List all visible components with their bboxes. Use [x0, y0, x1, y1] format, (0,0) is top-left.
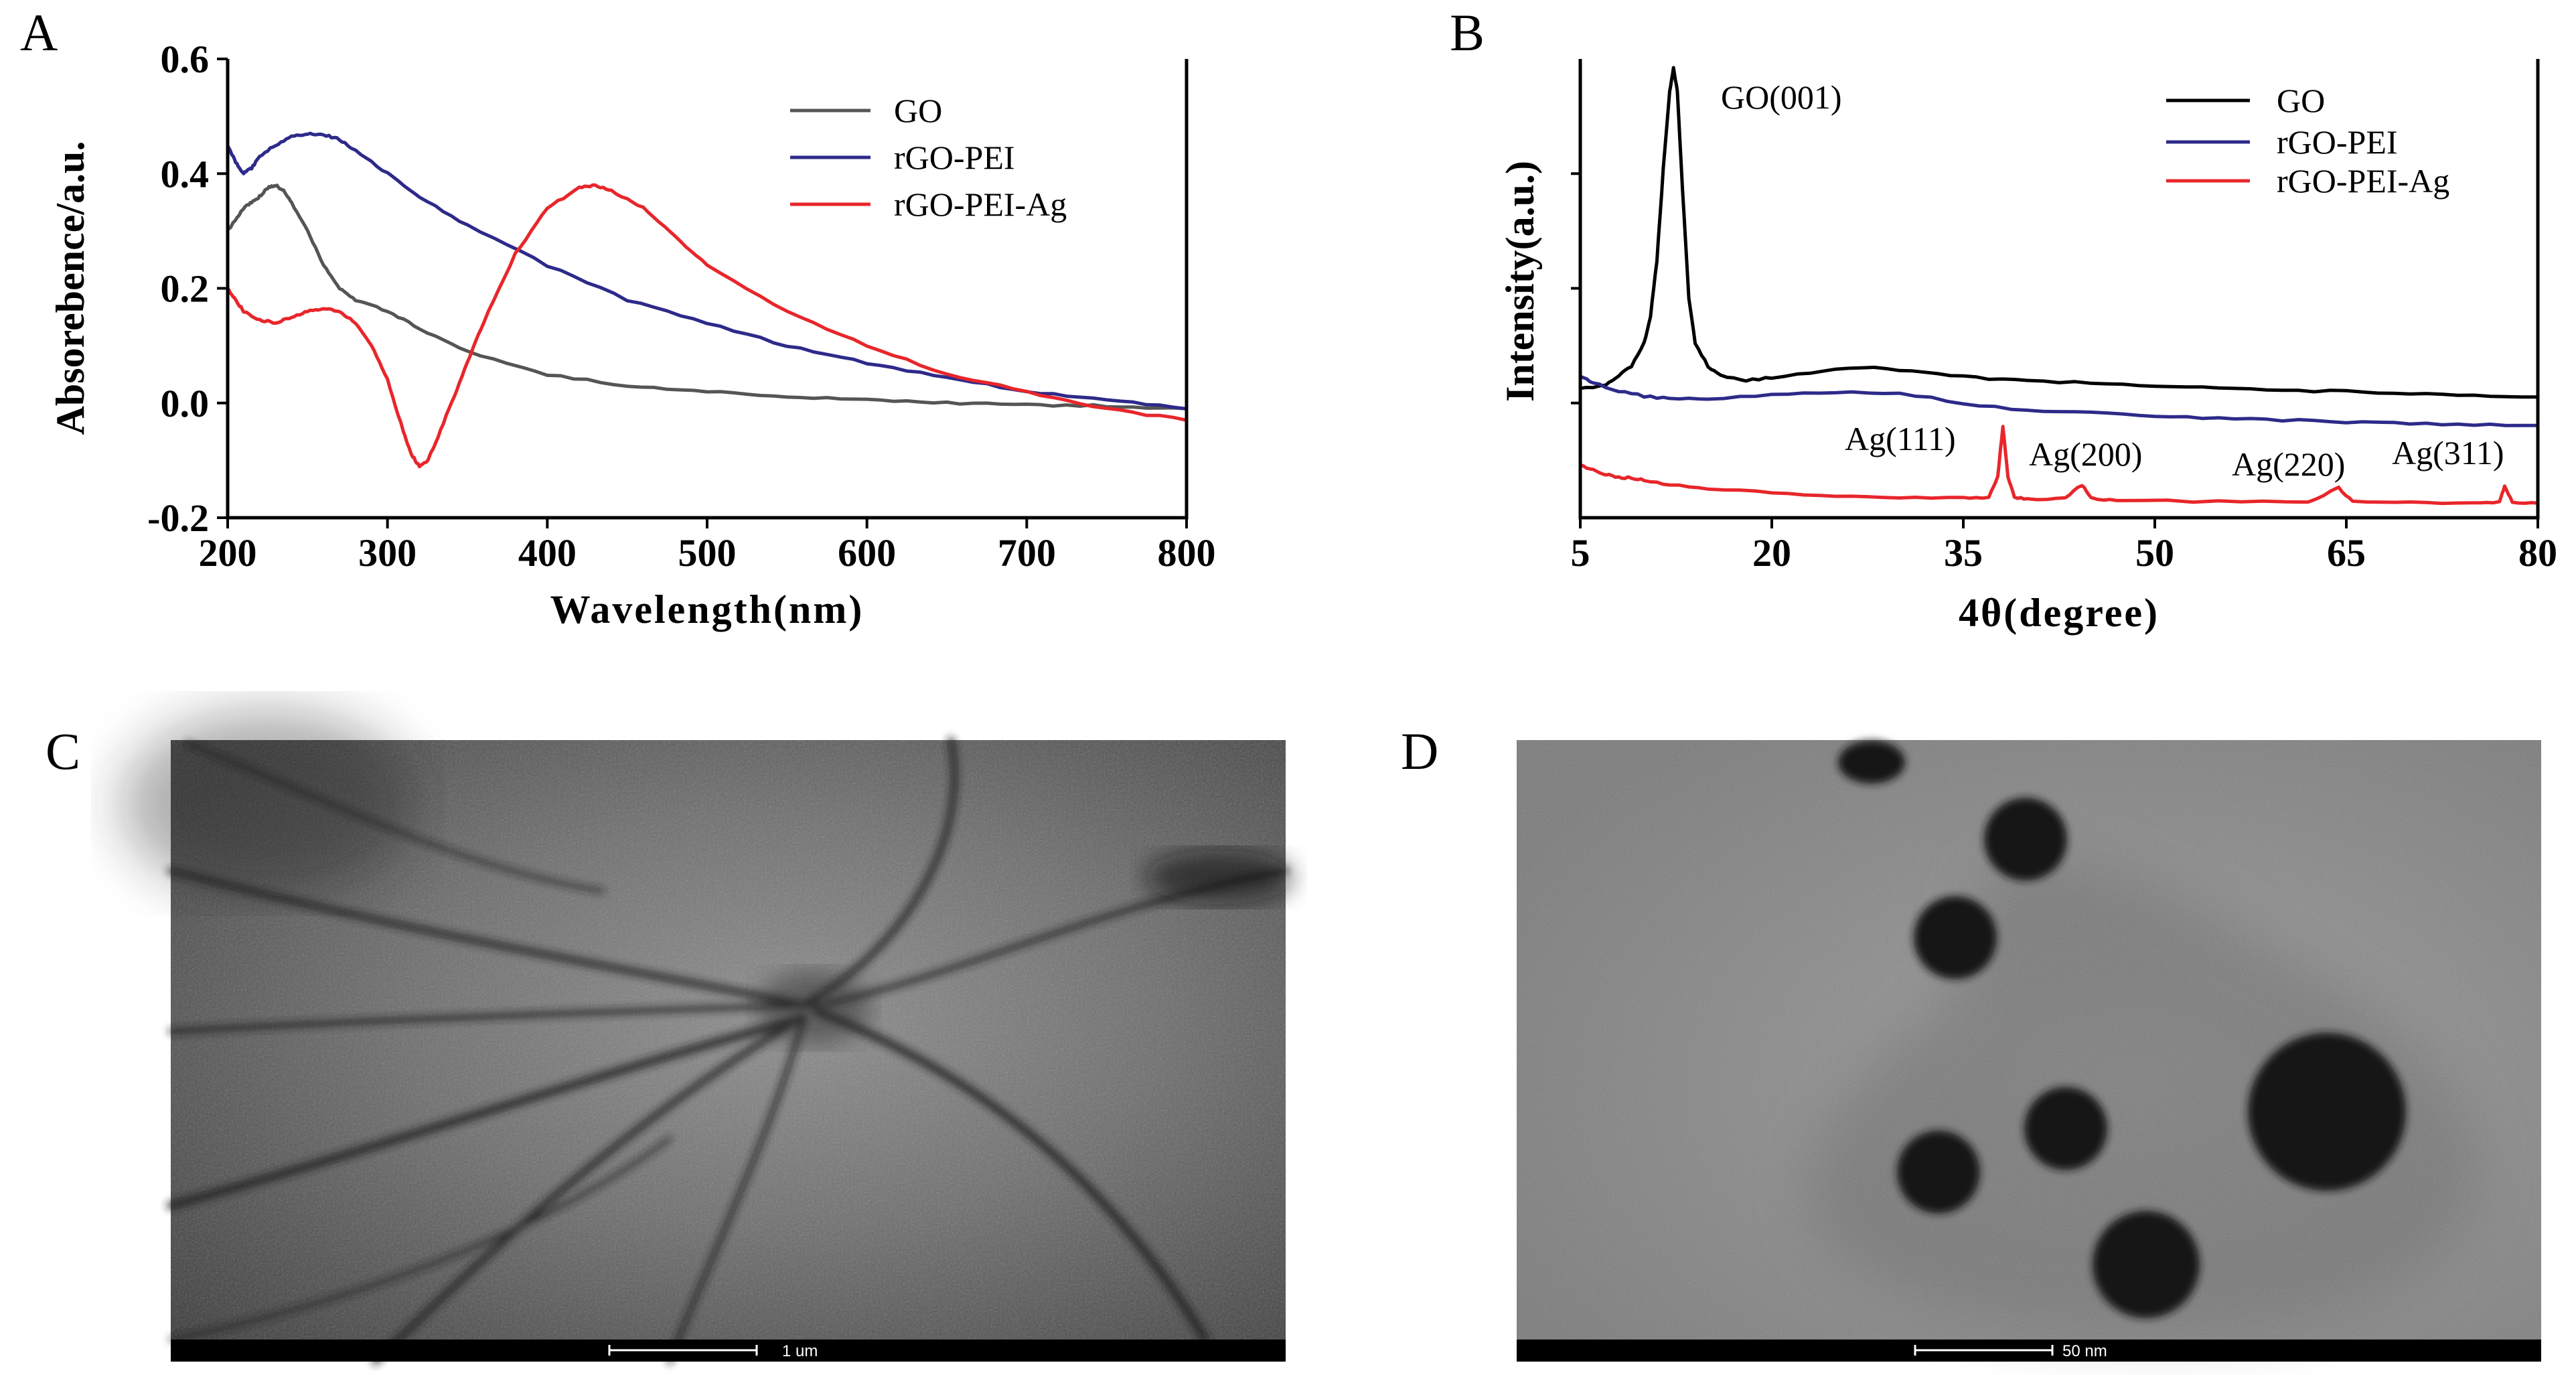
chart-b: 5 20 35 50 65 80 GO rGO-PEI rGO-PEI-Ag GO(001… [1498, 59, 2557, 635]
chart-b-annotation-ag220: Ag(220) [2232, 445, 2345, 483]
chart-a-xlabel: Wavelength(nm) [550, 587, 864, 632]
chart-b-series-go [1580, 66, 2538, 399]
chart-a-ylabel: Absorebence/a.u. [48, 141, 92, 435]
chart-b-annotation-ag200: Ag(200) [2029, 435, 2142, 473]
chart-a-xtick-label: 300 [358, 531, 416, 575]
chart-b-xtick-label: 20 [1752, 531, 1791, 575]
chart-b-plot-area [1580, 59, 2538, 518]
chart-a-legend-label-rgo-pei-ag: rGO-PEI-Ag [894, 186, 1067, 223]
chart-a-xtick-label: 700 [998, 531, 1056, 575]
chart-b-annotation-go001: GO(001) [1721, 78, 1842, 116]
chart-a-plot-area [228, 59, 1187, 518]
chart-b-ylabel: Intensity(a.u.) [1498, 161, 1542, 402]
tem-image-c: 1 um [121, 710, 1292, 1365]
chart-b-xtick-label: 80 [2518, 531, 2557, 575]
chart-a-ytick-label: 0.2 [161, 267, 210, 311]
chart-a-xtick-label: 200 [199, 531, 257, 575]
tem-image-d: 50 nm [1517, 740, 2541, 1362]
tem-c-scale-label: 1 um [782, 1342, 818, 1360]
chart-b-legend-label-rgo-pei-ag: rGO-PEI-Ag [2277, 162, 2449, 200]
chart-b-xlabel: 4θ(degree) [1959, 591, 2160, 635]
chart-b-series-group [1580, 66, 2539, 506]
chart-a-ytick-label: 0.0 [161, 382, 210, 425]
chart-a-series-group [226, 131, 1187, 469]
chart-b-series-rgo-pei [1580, 374, 2538, 427]
chart-a: 200 300 400 500 600 700 800 -0.2 0.0 0.2 0.4 0.6 GO… [48, 38, 1216, 632]
chart-a-series-rgo-pei-ag [226, 183, 1187, 469]
chart-a-xtick-label: 800 [1158, 531, 1216, 575]
panel-a-letter: A [20, 3, 58, 62]
tem-d-scale-label: 50 nm [2062, 1342, 2107, 1360]
chart-a-ytick-label: 0.4 [161, 152, 210, 196]
chart-a-ytick-label: 0.6 [161, 38, 210, 81]
chart-a-tick-group: 200 300 400 500 600 700 800 -0.2 0.0 0.2 0.4 0.6 [147, 38, 1215, 575]
chart-a-xtick-label: 500 [678, 531, 737, 575]
chart-a-ytick-label: -0.2 [147, 496, 209, 540]
chart-a-series-rgo-pei [226, 131, 1187, 411]
chart-a-legend-label-go: GO [894, 92, 942, 129]
chart-a-xtick-label: 400 [518, 531, 577, 575]
chart-b-series-rgo-pei-ag [1580, 425, 2539, 506]
chart-b-tick-group: 5 20 35 50 65 80 [1571, 172, 2557, 575]
panel-b-letter: B [1450, 3, 1485, 62]
chart-b-legend-label-go: GO [2277, 82, 2325, 119]
chart-b-xtick-label: 50 [2135, 531, 2174, 575]
chart-b-xtick-label: 35 [1944, 531, 1983, 575]
chart-b-xtick-label: 65 [2327, 531, 2366, 575]
chart-a-xtick-label: 600 [838, 531, 896, 575]
chart-a-series-go [226, 184, 1187, 411]
chart-b-annotation-ag311: Ag(311) [2392, 434, 2504, 472]
chart-b-legend-label-rgo-pei: rGO-PEI [2277, 123, 2398, 161]
panel-c-letter: C [46, 722, 80, 780]
chart-a-legend-label-rgo-pei: rGO-PEI [894, 139, 1015, 176]
panel-d-letter: D [1401, 722, 1438, 780]
chart-b-annotation-ag111: Ag(111) [1845, 420, 1956, 457]
chart-b-xtick-label: 5 [1571, 531, 1590, 575]
chart-a-legend: GO rGO-PEI rGO-PEI-Ag [790, 92, 1067, 223]
chart-b-legend: GO rGO-PEI rGO-PEI-Ag [2166, 82, 2449, 200]
